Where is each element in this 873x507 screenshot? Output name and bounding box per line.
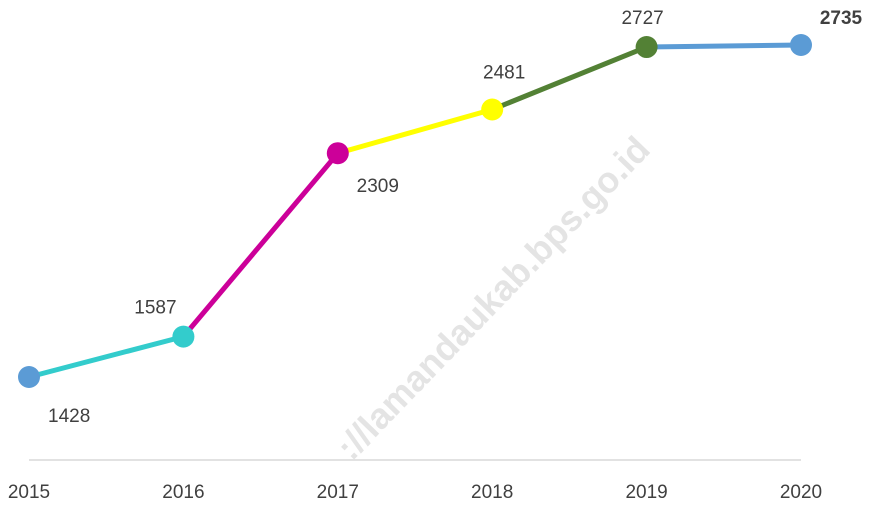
x-tick-label: 2016 <box>162 482 204 503</box>
line-segment <box>26 334 186 380</box>
data-point <box>18 366 40 388</box>
line-segment <box>180 150 341 340</box>
x-tick-label: 2018 <box>471 482 513 503</box>
data-label: 2735 <box>820 8 863 29</box>
x-tick-label: 2015 <box>8 482 50 503</box>
data-point <box>635 36 658 59</box>
data-point <box>326 142 349 165</box>
data-label: 2309 <box>357 176 399 197</box>
data-label: 2481 <box>483 63 525 84</box>
x-tick-label: 2020 <box>780 482 822 503</box>
line-segment <box>489 44 650 113</box>
data-label: 1428 <box>48 406 90 427</box>
data-label: 2727 <box>621 8 663 29</box>
data-point <box>790 34 812 56</box>
x-tick-label: 2019 <box>625 482 667 503</box>
line-segment <box>644 42 804 50</box>
data-point <box>481 98 504 121</box>
line-segment <box>335 107 495 156</box>
x-tick-label: 2017 <box>317 482 359 503</box>
data-label: 1587 <box>134 298 176 319</box>
data-point <box>172 325 195 348</box>
